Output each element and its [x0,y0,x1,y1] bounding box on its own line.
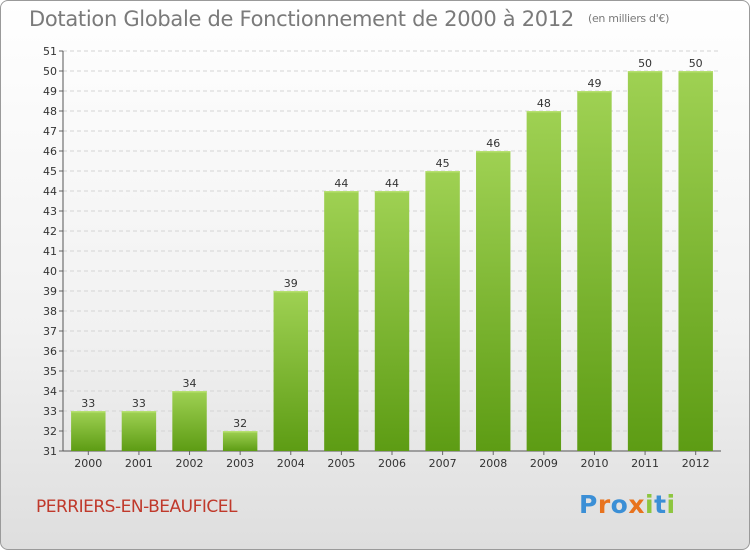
bar [526,111,562,451]
bar-top-highlight [324,191,359,193]
y-tick-label: 41 [43,245,57,258]
bar [71,411,106,451]
commune-name: PERRIERS-EN-BEAUFICEL [36,497,237,517]
bar-top-highlight [476,151,511,153]
bar [678,71,713,451]
chart-title: Dotation Globale de Fonctionnement de 20… [29,7,669,31]
bar [273,291,308,451]
x-tick-label: 2007 [429,457,457,470]
y-tick-label: 49 [43,85,57,98]
y-tick-label: 43 [43,205,57,218]
chart-title-text: Dotation Globale de Fonctionnement de 20… [29,7,574,31]
logo-letter: t [654,490,667,519]
bar [627,71,663,451]
data-label: 44 [385,177,399,190]
y-tick-label: 48 [43,105,57,118]
y-tick-label: 45 [43,165,57,178]
bar [222,431,258,451]
bar-top-highlight [425,171,460,173]
data-label: 33 [81,397,95,410]
y-tick-label: 44 [43,185,57,198]
logo-letter: i [666,490,676,519]
data-label: 50 [689,57,703,70]
data-label: 32 [233,417,247,430]
y-tick-label: 46 [43,145,57,158]
logo-letter: i [645,490,655,519]
y-tick-label: 33 [43,405,57,418]
data-label: 50 [638,57,652,70]
bar-top-highlight [222,431,258,433]
data-label: 46 [486,137,500,150]
y-tick-label: 35 [43,365,57,378]
bar-top-highlight [678,71,713,73]
y-tick-label: 37 [43,325,57,338]
chart-unit: (en milliers d'€) [587,12,670,25]
y-tick-label: 40 [43,265,57,278]
y-tick-label: 32 [43,425,57,438]
y-tick-label: 34 [43,385,57,398]
y-tick-label: 47 [43,125,57,138]
bar-top-highlight [627,71,663,73]
x-tick-label: 2012 [682,457,710,470]
y-tick-label: 39 [43,285,57,298]
x-tick-label: 2000 [74,457,102,470]
x-tick-label: 2009 [530,457,558,470]
logo-letter: P [579,490,598,519]
bar [476,151,511,451]
x-tick-label: 2008 [479,457,507,470]
data-label: 39 [284,277,298,290]
proxiti-logo: Proxiti [579,490,689,522]
bar-top-highlight [172,391,207,393]
x-tick-label: 2003 [226,457,254,470]
bar-top-highlight [71,411,106,413]
data-label: 48 [537,97,551,110]
y-tick-label: 31 [43,445,57,458]
x-tick-label: 2005 [327,457,355,470]
data-label: 33 [132,397,146,410]
bar-top-highlight [374,191,410,193]
data-label: 34 [183,377,197,390]
y-tick-label: 50 [43,65,57,78]
bar-top-highlight [121,411,157,413]
bar-top-highlight [273,291,308,293]
x-tick-label: 2004 [277,457,305,470]
y-tick-label: 42 [43,225,57,238]
bar [425,171,460,451]
bar [374,191,410,451]
x-tick-label: 2001 [125,457,153,470]
bar-top-highlight [526,111,562,113]
data-label: 49 [587,77,601,90]
logo-letter: r [597,490,611,519]
x-tick-label: 2002 [176,457,204,470]
x-tick-label: 2006 [378,457,406,470]
bar [324,191,359,451]
y-tick-label: 51 [43,45,57,58]
data-label: 45 [436,157,450,170]
y-tick-label: 36 [43,345,57,358]
logo-letter: o [610,490,629,519]
logo-letter: x [628,490,645,519]
bar-top-highlight [577,91,612,93]
bar [172,391,207,451]
x-tick-label: 2011 [631,457,659,470]
y-tick-label: 38 [43,305,57,318]
bar [121,411,157,451]
x-tick-label: 2010 [580,457,608,470]
data-label: 44 [334,177,348,190]
bar [577,91,612,451]
